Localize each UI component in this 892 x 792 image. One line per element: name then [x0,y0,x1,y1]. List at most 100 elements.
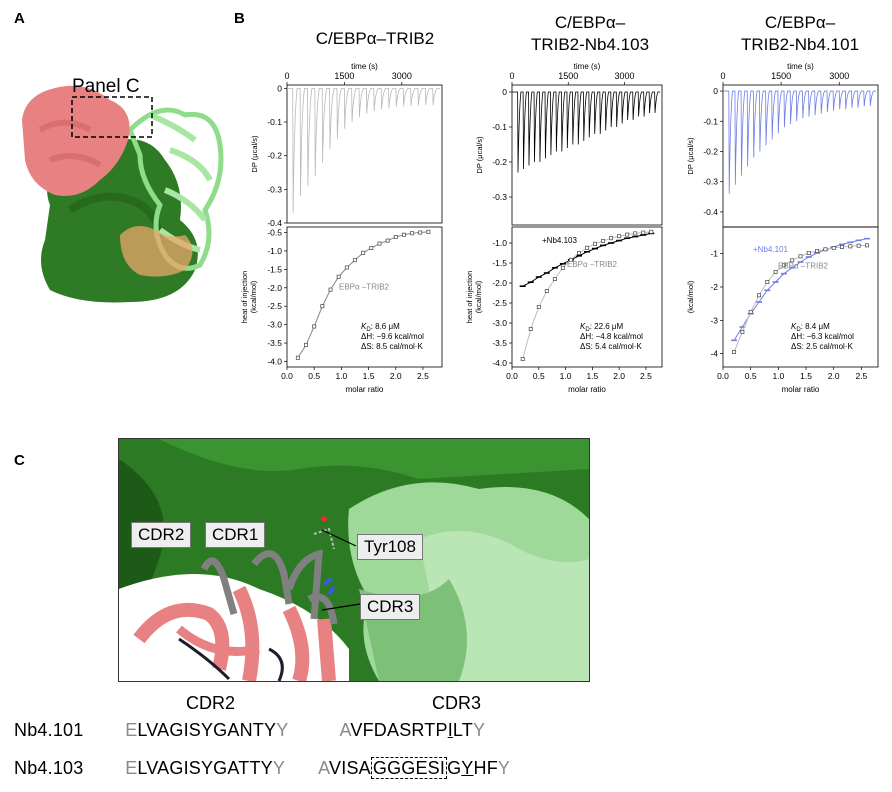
dp-tick-label: -0.2 [703,146,718,156]
seq-cdr3-c: HF [473,758,498,778]
seq-header-cdr3: CDR3 [432,693,482,713]
seq-name: Nb4.103 [14,758,84,778]
ratio-tick-label: 0.0 [717,371,729,381]
panel-label-c: C [14,452,25,469]
time-axis-label: time (s) [574,62,601,71]
seq-row-nb4-103: Nb4.103 ELVAGISYGATTYY AVISA GGGESI GYHFY [14,757,510,779]
dh-annotation: ΔH: −9.6 kcal/mol [361,332,424,341]
seq-header-cdr2: CDR2 [186,693,236,713]
dp-tick-label: -0.4 [267,218,282,228]
isotherm-point [641,230,646,235]
ratio-tick-label: 1.5 [363,371,375,381]
dp-tick-label: -0.3 [267,184,282,194]
seq-cdr3-underlined: I [447,720,453,740]
ratio-tick-label: 2.5 [640,371,652,381]
itc-title-3: C/EBPα– TRIB2-Nb4.101 [705,12,892,56]
inset-label: Panel C [72,76,140,97]
isotherm-point [418,230,423,235]
dp-tick-label: -0.3 [703,177,718,187]
isotherm-frame [722,226,879,368]
isotherm-point [823,247,828,252]
isotherm-point [568,257,573,262]
protein-structure-illustration [22,85,224,303]
molar-ratio-label: molar ratio [568,385,606,394]
title-line2: TRIB2-Nb4.103 [530,35,650,54]
isotherm-point [585,245,589,250]
heat-tick-label: -4.0 [492,358,507,368]
series-label: +Nb4.101 [753,245,788,254]
time-axis-label: time (s) [351,62,378,71]
isotherm-point [831,246,836,250]
seq-row-nb4-101: Nb4.101 ELVAGISYGANTYY AVFDASRTPILTY [14,720,485,741]
isotherm-point [840,245,844,249]
ratio-tick-label: 2.5 [417,371,429,381]
isotherm-point [528,327,533,331]
heat-tick-label: -2.5 [267,301,282,311]
isotherm-point [609,236,614,241]
seq-cdr2-last: Y [272,758,285,778]
itc-title-1: C/EBPα–TRIB2 [280,28,470,50]
ds-annotation: ΔS: 8.5 cal/mol·K [361,342,423,351]
thermogram-trace [723,90,877,194]
callout-leaders [321,529,361,611]
dp-tick-label: -0.3 [492,192,507,202]
heat-tick-label: -3.0 [267,320,282,330]
isotherm-point [369,246,374,250]
heat-axis-label: (kcal/mol) [686,280,695,313]
reference-label: EBPα –TRIB2 [778,262,829,271]
callout-cdr1: CDR1 [205,522,266,548]
thermogram-trace [512,91,661,173]
ds-annotation: ΔS: 5.4 cal/mol·K [580,342,642,351]
time-tick-label: 0 [284,71,289,81]
closeup-illustration [119,439,589,681]
callout-cdr3: CDR3 [360,594,421,620]
time-tick-label: 0 [509,71,514,81]
seq-name: Nb4.101 [14,720,84,740]
isotherm-point [649,229,654,234]
heat-tick-label: -4 [710,349,718,359]
heat-tick-label: -1.0 [492,238,507,248]
isotherm-point [798,254,803,259]
callout-cdr2: CDR2 [131,522,192,548]
molar-ratio-label: molar ratio [346,385,384,394]
isotherm-point [748,310,753,314]
callout-tyr108: Tyr108 [357,534,423,560]
dp-tick-label: -0.1 [703,116,718,126]
isotherm-point [593,241,597,246]
seq-cdr2-mid: LVAGISYGATTY [137,758,273,778]
thermogram-frame [286,84,443,224]
dp-tick-label: 0 [277,83,282,93]
time-tick-label: 3000 [392,71,412,81]
thermogram-frame [722,84,879,228]
thermogram-frame [511,84,663,226]
isotherm-point [385,238,390,243]
ratio-tick-label: 1.5 [586,371,598,381]
isotherm-point [601,239,606,243]
ratio-tick-label: 1.5 [800,371,812,381]
heat-tick-label: -1.5 [492,258,507,268]
title-line1: C/EBPα– [554,13,626,32]
isotherm-point [377,241,382,246]
isotherm-point [757,293,761,298]
title-line2: TRIB2-Nb4.101 [740,35,860,54]
seq-cdr3-last: Y [472,720,486,740]
heat-tick-label: -3.5 [267,338,282,348]
ratio-tick-label: 2.5 [855,371,867,381]
heat-tick-label: -3.5 [492,338,507,348]
isotherm-point [393,234,398,239]
heat-tick-label: -2.5 [492,298,507,308]
seq-cdr3-a: VISA [329,758,371,778]
seq-cdr3-first: A [339,720,351,740]
seq-cdr3-a: VFDASRTP [350,720,448,740]
panel-c-inset-box [71,96,153,138]
kd-annotation: KD: 22.6 μM [580,322,624,333]
dp-axis-label: DP (μcal/s) [250,135,259,173]
dp-tick-label: -0.4 [703,207,718,217]
isotherm-point [625,232,630,237]
isotherm-point [617,234,622,239]
time-tick-label: 3000 [614,71,634,81]
isotherm-point [732,350,737,354]
cdr-ribbon-salmon [133,585,336,681]
dp-tick-label: -0.2 [492,157,507,167]
isotherm-point [544,289,549,293]
